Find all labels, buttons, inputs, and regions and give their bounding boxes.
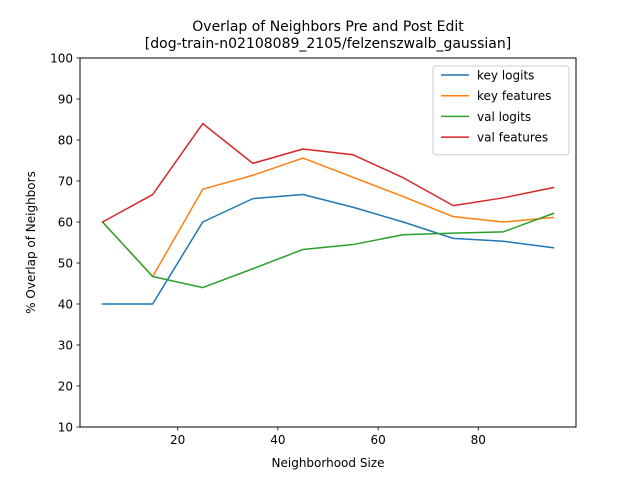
chart-title: Overlap of Neighbors Pre and Post Edit	[192, 19, 464, 35]
x-axis-label: Neighborhood Size	[272, 456, 385, 470]
axes-frame	[79, 57, 577, 428]
y-tick-label: 50	[58, 257, 73, 271]
y-tick-label: 10	[58, 421, 73, 435]
y-tick-label: 30	[58, 339, 73, 353]
y-tick-label: 40	[58, 298, 73, 312]
y-axis-label: % Overlap of Neighbors	[24, 171, 38, 314]
legend-label-2: key features	[477, 89, 551, 103]
legend-label-1: key logits	[477, 69, 534, 83]
legend-label-4: val features	[477, 131, 548, 145]
series-line-2	[101, 157, 555, 278]
chart-subtitle: [dog-train-n02108089_2105/felzenszwalb_g…	[145, 36, 511, 52]
y-tick-label: 60	[58, 216, 73, 230]
plot-area	[101, 122, 555, 305]
y-tick-label: 100	[50, 52, 73, 66]
series-line-4	[101, 122, 555, 224]
x-tick-label: 40	[270, 433, 285, 447]
y-tick-label: 80	[58, 134, 73, 148]
legend-box	[432, 65, 570, 156]
y-tick-label: 70	[58, 175, 73, 189]
x-tick-label: 80	[471, 433, 486, 447]
y-tick-label: 20	[58, 380, 73, 394]
x-tick-label: 60	[370, 433, 385, 447]
y-tick-label: 90	[58, 93, 73, 107]
series-line-1	[101, 193, 555, 305]
legend: key logits key features val logits val feat…	[432, 65, 570, 156]
series-line-3	[101, 212, 555, 289]
legend-label-3: val logits	[477, 110, 531, 124]
x-tick-label: 20	[170, 433, 185, 447]
